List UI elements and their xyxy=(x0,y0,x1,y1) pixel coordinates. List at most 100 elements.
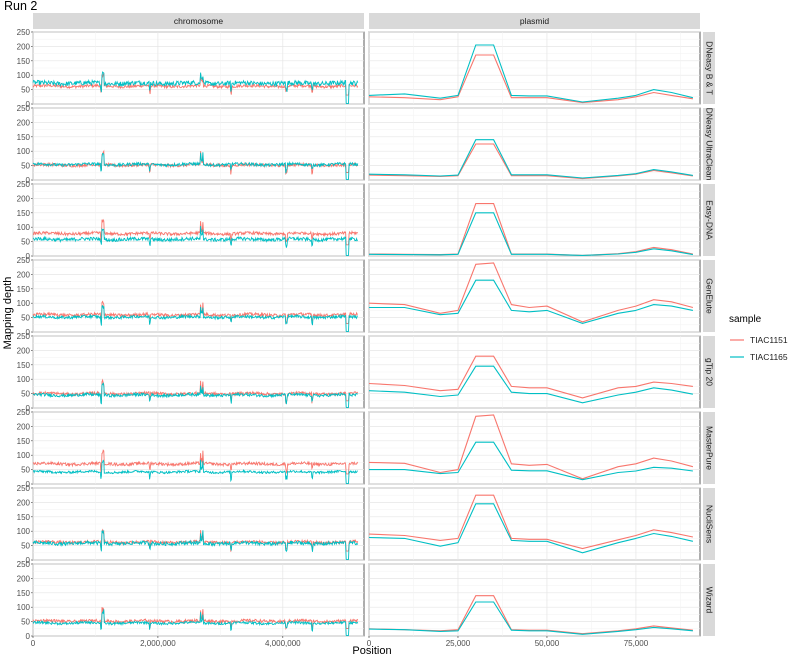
legend-label-tiac1165: TIAC1165 xyxy=(750,352,788,362)
y-tick-label: 200 xyxy=(17,118,31,127)
series-line-tiac1165-genelute-plasmid xyxy=(369,279,694,324)
y-tick-label: 50 xyxy=(21,162,30,171)
y-axis-title: Mapping depth xyxy=(2,277,14,350)
y-tick-label: 250 xyxy=(17,560,31,569)
y-tick-label: 200 xyxy=(17,346,31,355)
y-tick-label: 50 xyxy=(21,86,30,95)
strip-label-easy-dna: Easy-DNA xyxy=(705,200,715,240)
y-tick-label: 150 xyxy=(17,209,31,218)
y-tick-label: 200 xyxy=(17,498,31,507)
y-tick-label: 0 xyxy=(26,328,31,337)
series-line-tiac1165-dneasy-ultraclean-plasmid xyxy=(368,139,693,179)
y-tick-label: 150 xyxy=(17,57,31,66)
series-line-tiac1151-wizard-plasmid xyxy=(368,595,693,635)
y-tick-label: 100 xyxy=(17,71,31,80)
legend: sample TIAC1151 TIAC1165 xyxy=(729,314,788,365)
series-line-tiac1165-wizard-chromosome xyxy=(32,609,359,636)
y-tick-label: 250 xyxy=(17,408,31,417)
strip-label-nuclisens: NucliSens xyxy=(705,505,715,543)
y-tick-label: 200 xyxy=(17,422,31,431)
y-tick-label: 0 xyxy=(26,404,31,413)
strip-label-chromosome: chromosome xyxy=(174,16,223,26)
legend-title: sample xyxy=(729,314,762,325)
y-tick-label: 100 xyxy=(17,223,31,232)
y-tick-label: 150 xyxy=(17,361,31,370)
y-tick-label: 250 xyxy=(17,484,31,493)
series-line-tiac1151-nuclisens-plasmid xyxy=(368,494,694,550)
y-tick-label: 50 xyxy=(21,618,30,627)
y-tick-label: 150 xyxy=(17,285,31,294)
y-tick-label: 200 xyxy=(17,194,31,203)
y-tick-label: 100 xyxy=(17,375,31,384)
y-tick-label: 50 xyxy=(21,466,30,475)
strip-label-dneasy-ultraclean: DNeasy UltraClean xyxy=(705,108,715,181)
x-tick-label: 0 xyxy=(367,639,372,648)
strip-chromosome xyxy=(33,13,364,29)
x-tick-label: 2,000,000 xyxy=(140,639,176,648)
series-line-tiac1165-easy-dna-chromosome xyxy=(32,225,359,256)
strip-dneasy-b-t xyxy=(703,32,715,104)
y-tick-label: 100 xyxy=(17,527,31,536)
y-tick-label: 200 xyxy=(17,270,31,279)
series-line-tiac1151-gtip-20-chromosome xyxy=(32,378,359,404)
x-tick-label: 4,000,000 xyxy=(265,639,301,648)
strip-label-genelute: GenElute xyxy=(705,278,715,314)
y-tick-label: 50 xyxy=(21,390,30,399)
strip-wizard xyxy=(703,564,715,636)
series-line-tiac1151-easy-dna-chromosome xyxy=(32,218,359,246)
series-line-tiac1165-easy-dna-plasmid xyxy=(368,212,693,256)
chart-title: Run 2 xyxy=(4,0,37,13)
x-axis-title: Position xyxy=(352,645,391,657)
y-tick-label: 250 xyxy=(17,28,31,37)
series-line-tiac1151-masterpure-plasmid xyxy=(368,414,694,480)
strip-genelute xyxy=(703,260,715,332)
y-tick-label: 0 xyxy=(26,480,31,489)
y-tick-label: 250 xyxy=(17,332,31,341)
y-tick-label: 150 xyxy=(17,513,31,522)
series-line-tiac1165-masterpure-chromosome xyxy=(32,459,358,484)
y-tick-label: 0 xyxy=(26,252,31,261)
y-tick-label: 250 xyxy=(17,104,31,113)
y-tick-label: 50 xyxy=(21,542,30,551)
y-tick-label: 150 xyxy=(17,437,31,446)
legend-label-tiac1151: TIAC1151 xyxy=(750,335,788,345)
strip-label-dneasy-b-t: DNeasy B & T xyxy=(705,41,715,95)
y-tick-label: 0 xyxy=(26,100,31,109)
x-tick-label: 0 xyxy=(31,639,36,648)
y-tick-label: 200 xyxy=(17,42,31,51)
panel-grid: chromosome plasmid DNeasy B & T 0 50 100 150 20… xyxy=(17,13,715,648)
strip-plasmid xyxy=(369,13,700,29)
y-tick-label: 50 xyxy=(21,238,30,247)
series-line-tiac1165-gtip-20-chromosome xyxy=(32,382,359,408)
x-tick-label: 75,000 xyxy=(624,639,649,648)
y-tick-label: 100 xyxy=(17,147,31,156)
strip-label-wizard: Wizard xyxy=(705,587,715,614)
x-tick-label: 25,000 xyxy=(446,639,471,648)
y-tick-label: 100 xyxy=(17,603,31,612)
series-line-tiac1151-masterpure-chromosome xyxy=(32,449,359,475)
strip-dneasy-ultraclean xyxy=(703,108,715,180)
strip-gtip-20 xyxy=(703,336,715,408)
y-tick-label: 0 xyxy=(26,632,31,641)
series-line-tiac1151-dneasy-b-t-plasmid xyxy=(368,54,693,104)
series-line-tiac1165-dneasy-ultraclean-chromosome xyxy=(32,152,359,180)
y-tick-label: 50 xyxy=(21,314,30,323)
strip-easy-dna xyxy=(703,184,715,256)
series-line-tiac1151-gtip-20-plasmid xyxy=(368,355,693,399)
series-line-tiac1165-masterpure-plasmid xyxy=(369,441,693,481)
y-tick-label: 150 xyxy=(17,133,31,142)
y-tick-label: 250 xyxy=(17,180,31,189)
strip-label-gtip-20: gTip 20 xyxy=(705,358,715,386)
x-tick-label: 50,000 xyxy=(535,639,560,648)
strip-label-masterpure: MasterPure xyxy=(705,426,715,470)
series-line-tiac1151-genelute-chromosome xyxy=(32,300,358,324)
y-tick-label: 100 xyxy=(17,299,31,308)
y-tick-label: 0 xyxy=(26,556,31,565)
series-line-tiac1165-genelute-chromosome xyxy=(32,305,358,332)
series-line-tiac1151-genelute-plasmid xyxy=(368,262,694,323)
y-tick-label: 0 xyxy=(26,176,31,185)
series-line-tiac1165-gtip-20-plasmid xyxy=(368,365,694,404)
series-line-tiac1165-dneasy-b-t-chromosome xyxy=(32,71,359,104)
y-tick-label: 250 xyxy=(17,256,31,265)
